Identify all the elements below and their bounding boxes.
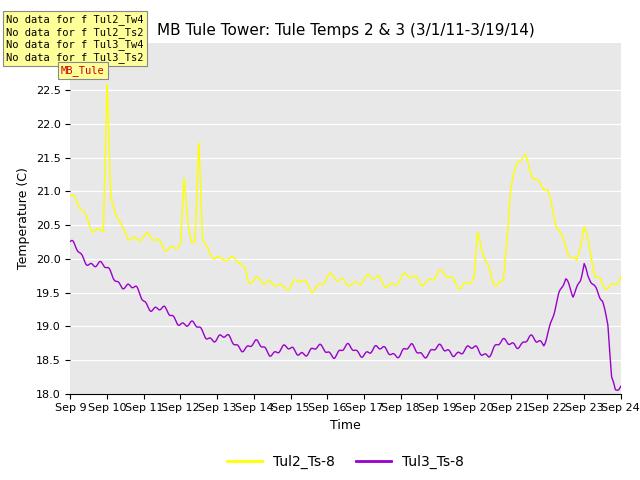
Tul3_Ts-8 [335, 348, 342, 354]
Tul2_Ts-8 [602, 286, 609, 292]
Line: Tul2_Ts-8: Tul2_Ts-8 [70, 84, 621, 293]
Tul3_Ts-8 [500, 336, 508, 341]
Tul3_Ts-8 [601, 307, 609, 312]
Tul2_Ts-8 [500, 267, 508, 273]
Tul3_Ts-8 [320, 347, 328, 352]
Tul3_Ts-8 [67, 239, 74, 244]
Title: MB Tule Tower: Tule Temps 2 & 3 (3/1/11-3/19/14): MB Tule Tower: Tule Temps 2 & 3 (3/1/11-… [157, 23, 534, 38]
Tul2_Ts-8 [103, 82, 111, 87]
Tul3_Ts-8 [95, 260, 102, 265]
Text: MB_Tule: MB_Tule [61, 65, 104, 76]
Tul2_Ts-8 [67, 193, 74, 199]
Text: No data for f Tul2_Tw4
No data for f Tul2_Ts2
No data for f Tul3_Tw4
No data for: No data for f Tul2_Tw4 No data for f Tul… [6, 14, 144, 63]
X-axis label: Time: Time [330, 419, 361, 432]
Legend: Tul2_Ts-8, Tul3_Ts-8: Tul2_Ts-8, Tul3_Ts-8 [222, 450, 469, 475]
Tul2_Ts-8 [95, 226, 102, 231]
Tul2_Ts-8 [335, 277, 342, 283]
Line: Tul3_Ts-8: Tul3_Ts-8 [70, 240, 621, 390]
Tul2_Ts-8 [601, 286, 609, 291]
Tul3_Ts-8 [601, 308, 609, 313]
Tul3_Ts-8 [614, 387, 621, 393]
Tul3_Ts-8 [617, 384, 625, 389]
Tul2_Ts-8 [308, 290, 316, 296]
Tul2_Ts-8 [617, 274, 625, 280]
Tul2_Ts-8 [320, 281, 328, 287]
Tul3_Ts-8 [68, 238, 76, 243]
Y-axis label: Temperature (C): Temperature (C) [17, 168, 30, 269]
